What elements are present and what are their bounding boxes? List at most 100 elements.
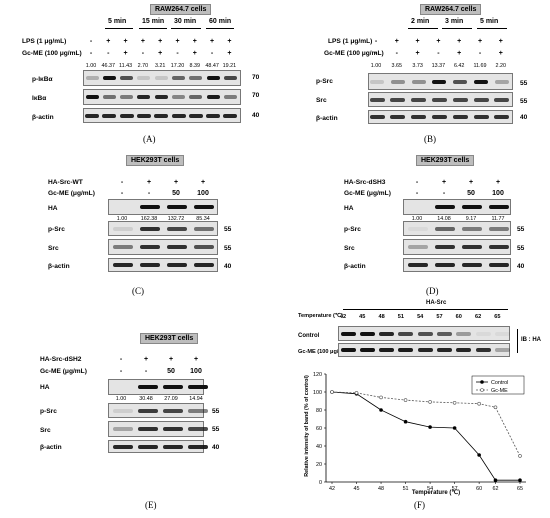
- gc-sign: -: [141, 50, 145, 57]
- blot-band: [138, 427, 158, 431]
- blot-e-actin: [108, 440, 208, 453]
- temperature-lane-label: 57: [436, 314, 443, 320]
- panel-f-header: HA-Src: [426, 300, 447, 306]
- blot-d-ha: [403, 199, 511, 215]
- gc-sign: -: [478, 50, 482, 57]
- blot-b-src: [368, 92, 513, 107]
- chart-legend: Control Gc-ME: [471, 375, 525, 395]
- blot-band: [489, 245, 509, 249]
- blot-band: [473, 97, 489, 102]
- blot-band: [194, 245, 214, 249]
- y-tick-label: 100: [313, 390, 322, 396]
- blot-band: [113, 427, 133, 431]
- blot-band: [154, 113, 169, 118]
- blot-band: [456, 331, 472, 336]
- y-tick-label: 60: [316, 426, 322, 432]
- temperature-lane-label: 45: [359, 314, 366, 320]
- quantification-value: 8.39: [189, 63, 201, 69]
- blot-band: [120, 76, 134, 80]
- panel-a-underline: [139, 28, 167, 29]
- quantification-value: 1.00: [370, 63, 382, 69]
- temperature-lane-label: 51: [397, 314, 404, 320]
- blot-band: [437, 348, 452, 352]
- legend-swatch-marker: [480, 388, 484, 392]
- blot-band: [113, 226, 133, 231]
- gc-sign: 50: [167, 368, 175, 375]
- panel-a-gc-label: Gc-ME (100 μg/mL): [22, 50, 82, 57]
- gc-sign: -: [119, 368, 123, 375]
- x-tick-label: 65: [517, 486, 523, 492]
- blot-band: [163, 427, 183, 431]
- transfection-sign: +: [200, 179, 206, 186]
- blot-band: [163, 408, 183, 413]
- panel-e-row-label: HA: [40, 384, 50, 391]
- blot-band: [102, 113, 117, 118]
- blot-band: [85, 113, 99, 118]
- quantification-value: 3.73: [412, 63, 423, 69]
- blot-band: [140, 205, 160, 209]
- blot-band: [138, 385, 158, 389]
- panel-c-mw: 55: [224, 245, 232, 252]
- blot-e-ha: [108, 379, 208, 395]
- blot-band: [172, 95, 185, 99]
- blot-band: [223, 76, 237, 80]
- panel-e-cell-line: HEK293T cells: [140, 333, 199, 344]
- quantification-value: 162.38: [140, 216, 158, 222]
- blot-band: [206, 76, 220, 80]
- transfection-sign: +: [441, 179, 447, 186]
- blot-band: [163, 444, 183, 449]
- quantification-value: 46.37: [101, 63, 116, 69]
- blot-band: [379, 348, 395, 352]
- blot-band: [473, 115, 489, 119]
- lps-sign: +: [394, 38, 399, 45]
- blot-band: [453, 79, 468, 84]
- lps-sign: +: [123, 38, 128, 45]
- blot-a-p-ikba: [83, 70, 241, 86]
- gc-sign: -: [107, 50, 110, 57]
- quantification-value: 30.48: [139, 396, 153, 402]
- panel-f-header-line: [343, 309, 508, 310]
- data-point: [518, 454, 522, 458]
- temperature-lane-label: 54: [417, 314, 424, 320]
- blot-band: [194, 205, 214, 209]
- quantification-value: 1.00: [85, 63, 97, 69]
- blot-band: [154, 95, 168, 99]
- panel-b-mw: 55: [520, 80, 528, 87]
- panel-a-mw: 40: [252, 112, 260, 119]
- y-tick-label: 20: [316, 462, 322, 468]
- gc-sign: -: [144, 368, 148, 375]
- quantification-value: 14.94: [189, 396, 203, 402]
- blot-band: [359, 348, 375, 352]
- blot-band: [167, 226, 187, 231]
- panel-d-mw: 40: [517, 263, 525, 270]
- gc-sign: 50: [467, 190, 475, 197]
- lps-sign: -: [89, 38, 93, 45]
- quantification-value: 11.43: [119, 63, 133, 69]
- legend-label: Gc-ME: [491, 388, 508, 394]
- blot-band: [188, 385, 208, 389]
- panel-f-row-label: Gc-ME (100 μg/mL): [298, 349, 349, 355]
- lps-sign: +: [158, 38, 163, 45]
- blot-band: [411, 79, 426, 84]
- panel-d-transfection-label: HA-Src-dSH3: [344, 179, 386, 186]
- panel-e-row-label: β-actin: [40, 444, 62, 451]
- panel-f-row-label: Control: [298, 333, 320, 339]
- transfection-sign: -: [120, 179, 124, 186]
- blot-d-p-src: [403, 221, 511, 236]
- panel-a-time-2: 15 min: [142, 18, 165, 25]
- blot-band: [431, 97, 447, 102]
- panel-a-time-1: 5 min: [108, 18, 127, 25]
- blot-band: [432, 79, 447, 84]
- chart-axes: 0 20 40 60 80 100 120 42 45 48 51 54 57 60 62 65: [313, 372, 526, 492]
- blot-band: [398, 331, 414, 336]
- panel-a-mw: 70: [252, 92, 260, 99]
- panel-e-mw: 55: [212, 408, 220, 415]
- blot-band: [494, 331, 510, 336]
- blot-d-src: [403, 239, 511, 255]
- lps-sign: +: [175, 38, 180, 45]
- blot-band: [437, 331, 452, 336]
- data-point: [403, 398, 408, 402]
- lps-sign: -: [374, 38, 378, 45]
- gc-sign: -: [147, 190, 151, 197]
- blot-band: [462, 245, 482, 249]
